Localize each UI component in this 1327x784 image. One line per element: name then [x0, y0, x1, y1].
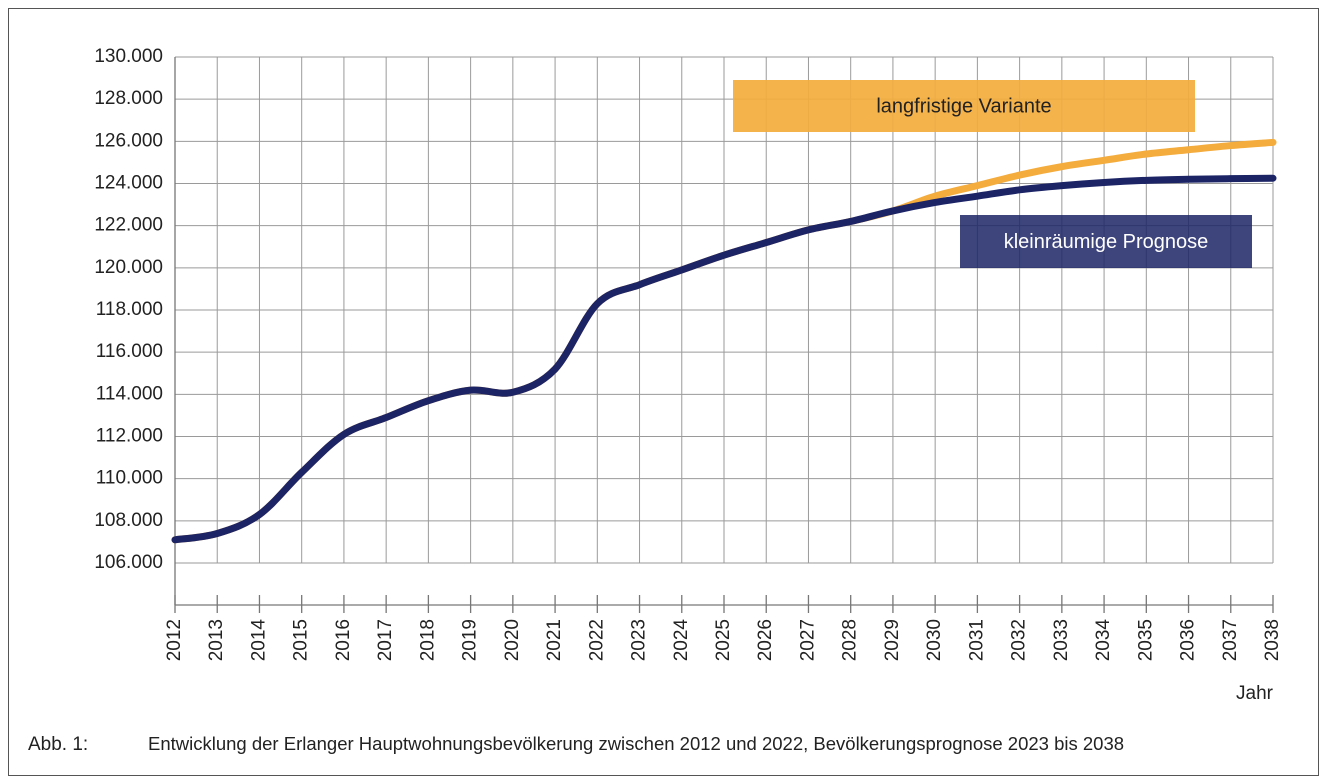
legend-label: langfristige Variante: [876, 95, 1051, 117]
y-tick-label: 126.000: [94, 130, 163, 151]
y-tick-label: 128.000: [94, 88, 163, 109]
x-tick-label: 2032: [1009, 619, 1030, 661]
x-tick-label: 2029: [882, 619, 903, 661]
y-tick-label: 112.000: [96, 426, 163, 447]
x-tick-label: 2018: [417, 619, 438, 661]
x-tick-label: 2016: [333, 619, 354, 661]
y-tick-label: 124.000: [94, 173, 163, 194]
x-tick-label: 2026: [755, 619, 776, 661]
y-tick-label: 120.000: [94, 257, 163, 278]
x-tick-label: 2035: [1135, 619, 1156, 661]
caption-label: Abb. 1:: [28, 734, 88, 755]
y-tick-label: 106.000: [94, 552, 163, 573]
x-tick-label: 2027: [797, 619, 818, 661]
x-tick-label: 2015: [291, 619, 312, 661]
y-tick-label: 118.000: [96, 299, 163, 320]
x-tick-label: 2014: [248, 619, 269, 662]
x-tick-label: 2031: [966, 619, 987, 661]
x-tick-label: 2024: [671, 619, 692, 662]
y-tick-label: 108.000: [94, 510, 163, 531]
x-tick-label: 2033: [1051, 619, 1072, 661]
x-tick-label: 2023: [629, 619, 650, 661]
x-tick-label: 2037: [1220, 619, 1241, 661]
x-tick-label: 2020: [502, 619, 523, 661]
x-tick-label: 2025: [713, 619, 734, 661]
x-tick-label: 2021: [544, 619, 565, 661]
x-tick-label: 2022: [586, 619, 607, 661]
x-tick-label: 2034: [1093, 619, 1114, 662]
x-tick-label: 2036: [1178, 619, 1199, 661]
x-tick-label: 2017: [375, 619, 396, 661]
x-tick-label: 2038: [1262, 619, 1283, 661]
frame: [8, 8, 1319, 776]
y-tick-label: 116.000: [96, 341, 163, 362]
y-tick-label: 122.000: [94, 215, 163, 236]
y-tick-label: 110.000: [96, 468, 163, 489]
x-tick-label: 2013: [206, 619, 227, 661]
x-tick-label: 2028: [840, 619, 861, 661]
x-axis-label: Jahr: [1236, 683, 1274, 704]
x-tick-label: 2030: [924, 619, 945, 661]
y-tick-label: 114.000: [96, 383, 163, 404]
y-tick-label: 130.000: [94, 46, 163, 67]
series-line: [171, 174, 1277, 544]
legend-label: kleinräumige Prognose: [1004, 231, 1209, 253]
x-tick-label: 2012: [164, 619, 185, 661]
x-tick-label: 2019: [460, 619, 481, 661]
caption: Entwicklung der Erlanger Hauptwohnungsbe…: [148, 733, 1124, 754]
legend-box: [733, 80, 1195, 132]
legend-box: [960, 215, 1252, 268]
